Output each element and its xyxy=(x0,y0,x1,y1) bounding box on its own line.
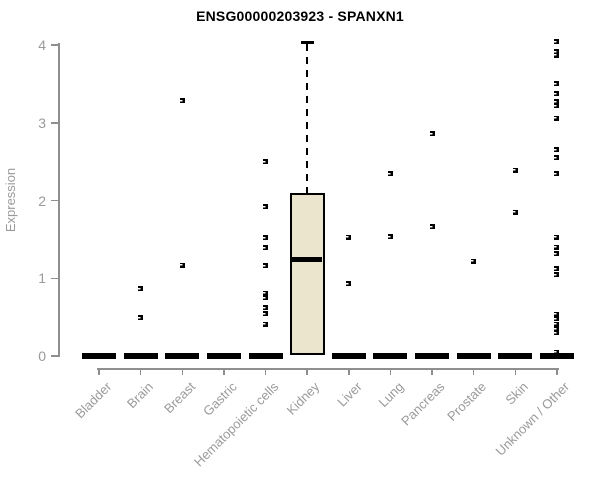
x-tick-label: Lung xyxy=(375,379,407,411)
data-point xyxy=(346,281,352,287)
y-tick-label: 0 xyxy=(38,348,46,364)
collapsed-boxplot xyxy=(539,353,574,359)
x-tick-label: Liver xyxy=(333,379,365,410)
data-point xyxy=(554,311,560,317)
data-point xyxy=(263,295,269,301)
data-point xyxy=(263,204,269,210)
boxplot-box xyxy=(289,192,325,356)
data-point xyxy=(263,310,269,316)
data-point xyxy=(554,271,560,277)
data-point xyxy=(263,159,269,165)
y-tick-label: 4 xyxy=(38,37,46,53)
collapsed-boxplot xyxy=(123,353,158,359)
data-point xyxy=(554,266,560,272)
collapsed-boxplot xyxy=(248,353,283,359)
data-point xyxy=(263,321,269,327)
x-axis-line xyxy=(97,368,559,370)
data-point xyxy=(512,209,518,215)
x-axis-tick xyxy=(98,369,100,375)
data-point xyxy=(554,316,560,322)
data-point xyxy=(554,90,560,96)
data-point xyxy=(429,224,435,230)
data-point xyxy=(554,48,560,54)
data-point xyxy=(554,244,560,250)
median-line xyxy=(292,257,323,263)
x-tick-label: Brain xyxy=(124,379,157,412)
data-point xyxy=(512,167,518,173)
x-axis-tick xyxy=(431,369,433,375)
data-point xyxy=(263,305,269,311)
data-point xyxy=(138,315,144,321)
x-axis-tick xyxy=(306,369,308,375)
x-tick-label: Kidney xyxy=(284,379,323,418)
x-tick-label: Breast xyxy=(160,379,198,417)
x-tick-label: Pancreas xyxy=(398,379,448,429)
data-point xyxy=(263,290,269,296)
data-point xyxy=(554,234,560,240)
data-point xyxy=(138,285,144,291)
data-point xyxy=(263,263,269,269)
x-axis-tick xyxy=(223,369,225,375)
data-point xyxy=(387,233,393,239)
collapsed-boxplot xyxy=(373,353,408,359)
x-axis-tick xyxy=(514,369,517,375)
x-tick-label: Skin xyxy=(502,379,531,408)
data-point xyxy=(554,103,560,109)
data-point xyxy=(554,81,560,87)
data-point xyxy=(554,250,560,256)
data-point xyxy=(554,321,560,327)
x-axis-tick xyxy=(264,369,267,375)
data-point xyxy=(263,245,269,251)
x-tick-label: Bladder xyxy=(72,379,115,422)
data-point xyxy=(554,170,560,176)
data-point xyxy=(554,39,560,45)
x-axis-tick xyxy=(389,369,392,375)
data-point xyxy=(387,170,393,176)
collapsed-boxplot xyxy=(498,353,533,359)
data-point xyxy=(429,131,435,137)
data-point xyxy=(554,147,560,153)
x-axis-tick xyxy=(139,369,142,375)
collapsed-boxplot xyxy=(82,353,116,359)
data-point xyxy=(346,234,352,240)
collapsed-boxplot xyxy=(456,353,491,359)
x-axis-tick xyxy=(472,369,475,375)
x-axis-tick xyxy=(348,369,350,375)
data-point xyxy=(179,262,185,268)
y-axis-tick xyxy=(51,277,59,279)
y-axis-tick xyxy=(51,355,59,357)
collapsed-boxplot xyxy=(165,353,200,359)
data-point xyxy=(554,330,560,336)
upper-whisker xyxy=(305,44,309,193)
data-point xyxy=(554,52,560,58)
whisker-cap xyxy=(300,41,314,45)
data-point xyxy=(554,99,560,105)
data-point xyxy=(471,258,477,264)
data-point xyxy=(179,98,185,104)
collapsed-boxplot xyxy=(415,353,450,359)
x-tick-label: Unknown / Other xyxy=(493,379,573,459)
y-axis-tick xyxy=(51,122,59,124)
data-point xyxy=(554,115,560,121)
x-axis-tick xyxy=(181,369,184,375)
y-axis-tick xyxy=(51,199,59,202)
data-point xyxy=(554,349,560,355)
x-axis-tick xyxy=(556,369,558,375)
data-point xyxy=(554,155,560,161)
y-tick-label: 3 xyxy=(38,114,46,131)
collapsed-boxplot xyxy=(206,353,241,359)
chart-title: ENSG00000203923 - SPANXN1 xyxy=(196,8,404,24)
y-tick-label: 1 xyxy=(38,270,46,287)
x-tick-label: Gastric xyxy=(199,379,240,419)
collapsed-boxplot xyxy=(331,353,366,359)
x-tick-label: Prostate xyxy=(444,379,490,424)
data-point xyxy=(554,326,560,332)
y-tick-label: 2 xyxy=(38,192,46,209)
data-point xyxy=(263,235,269,241)
y-axis-tick xyxy=(51,44,59,46)
